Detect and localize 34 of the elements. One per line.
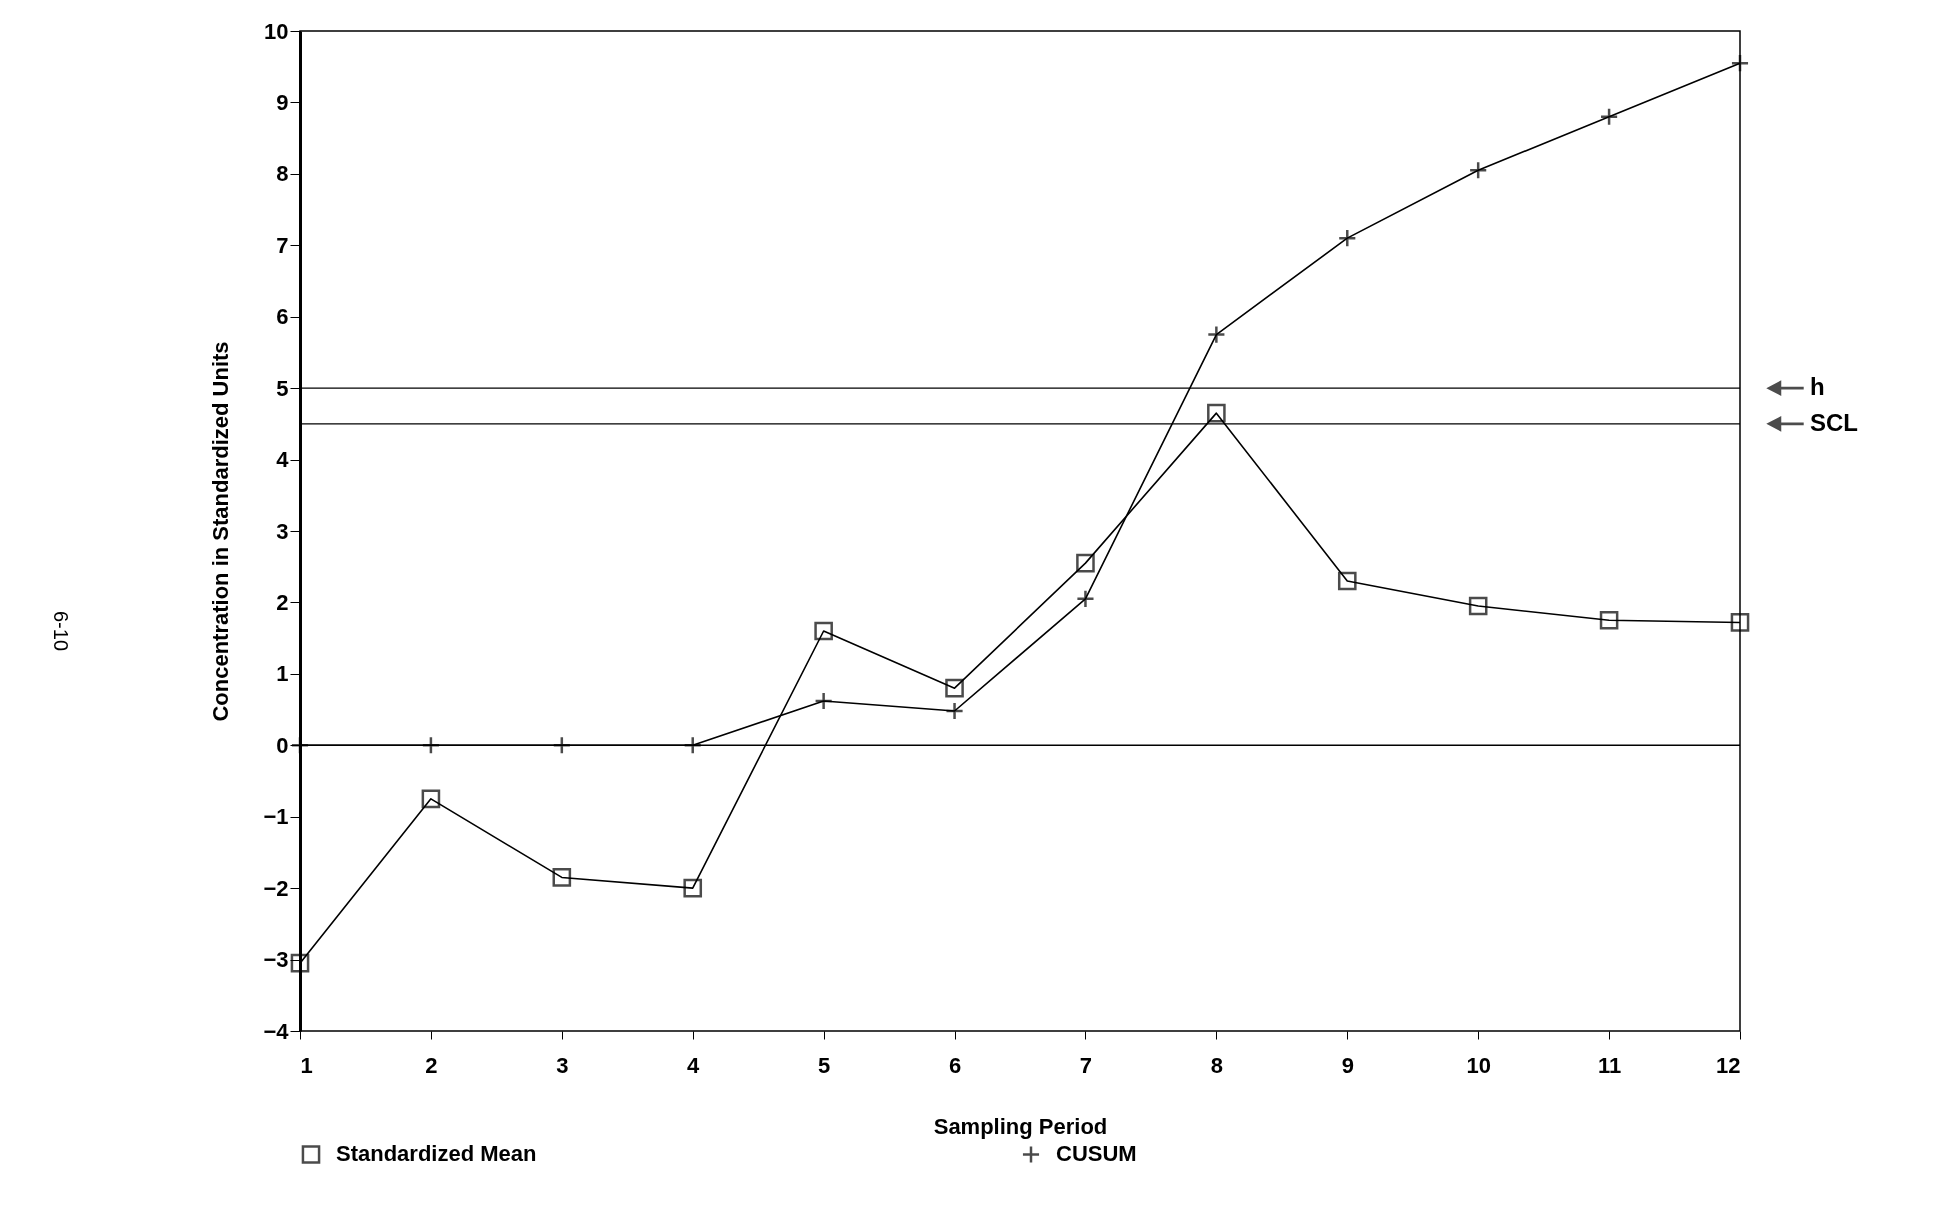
y-tick-label: 7 xyxy=(276,232,289,258)
x-tick-label: 4 xyxy=(687,1052,701,1078)
y-tick-label: 1 xyxy=(276,661,289,687)
y-tick-label: 2 xyxy=(276,589,289,615)
x-tick-label: 2 xyxy=(425,1052,438,1078)
y-tick-label: 9 xyxy=(276,89,289,115)
x-tick-label: 12 xyxy=(1716,1052,1741,1078)
x-tick-label: 3 xyxy=(556,1052,569,1078)
y-tick-label: 4 xyxy=(276,447,290,473)
y-tick-label: −4 xyxy=(263,1018,290,1044)
x-tick-label: 5 xyxy=(818,1052,831,1078)
x-tick-label: 10 xyxy=(1466,1052,1491,1078)
y-tick-label: −3 xyxy=(263,947,289,973)
x-tick-label: 8 xyxy=(1210,1052,1223,1078)
x-axis-title: Sampling Period xyxy=(933,1113,1108,1139)
y-tick-label: 10 xyxy=(264,18,289,44)
x-tick-label: 7 xyxy=(1079,1052,1093,1078)
y-tick-label: −1 xyxy=(263,804,289,830)
ref-line-label: h xyxy=(1810,373,1825,401)
y-tick-label: 0 xyxy=(276,732,289,758)
y-tick-label: −2 xyxy=(263,875,289,901)
y-tick-label: 3 xyxy=(276,518,289,544)
y-axis-title: Concentration in Standardized Units xyxy=(208,341,234,722)
y-tick-label: 5 xyxy=(276,375,289,401)
legend-label: CUSUM xyxy=(1056,1141,1137,1167)
ref-line-label: SCL xyxy=(1810,408,1858,436)
y-tick-label: 6 xyxy=(276,304,289,330)
x-tick-label: 9 xyxy=(1341,1052,1354,1078)
x-tick-label: 11 xyxy=(1597,1052,1622,1078)
legend-label: Standardized Mean xyxy=(336,1141,537,1167)
x-tick-label: 6 xyxy=(948,1052,962,1078)
text: 6-10 xyxy=(50,610,72,652)
x-tick-label: 1 xyxy=(300,1052,313,1078)
y-tick-label: 8 xyxy=(276,161,289,187)
